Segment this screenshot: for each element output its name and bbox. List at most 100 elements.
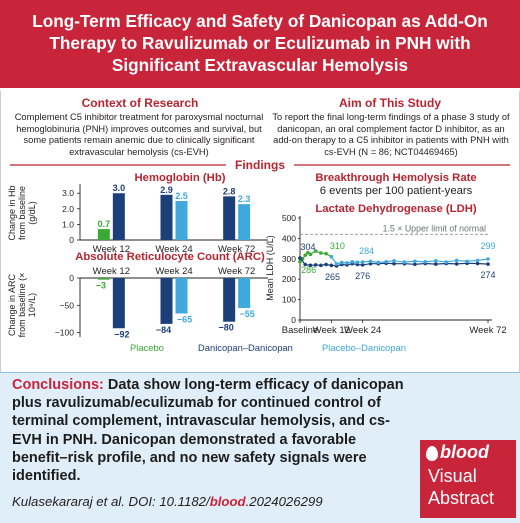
hb-ytick-label: 2.0 — [62, 204, 74, 214]
ldh-point — [324, 262, 328, 267]
ldh-point — [319, 251, 323, 255]
ldh-point-label: 284 — [359, 246, 374, 256]
ldh-point — [368, 259, 373, 264]
conclusions-lead: Conclusions: — [12, 377, 104, 393]
ldh-point-label: 274 — [480, 270, 495, 280]
hb-bar — [223, 196, 236, 240]
ldh-point — [329, 263, 334, 268]
context-text: Complement C5 inhibitor treatment for pa… — [14, 112, 264, 157]
header-banner: Long-Term Efficacy and Safety of Danicop… — [0, 0, 520, 91]
ldh-point-label: 286 — [301, 265, 316, 275]
arc-ytick-label: −100 — [55, 328, 74, 338]
ldh-point-label: 276 — [355, 271, 370, 281]
hb-ytick-label: 3.0 — [62, 188, 74, 198]
aim-title: Aim of This Study — [339, 96, 441, 110]
ldh-xtick-label: Week 12 — [313, 325, 350, 336]
ldh-point — [298, 256, 302, 260]
ldh-point — [306, 250, 310, 255]
arc-chart-title: Absolute Reticulocyte Count (ARC) — [75, 251, 265, 263]
badge-line1: Visual — [428, 466, 477, 486]
conclusions-body: Data show long-term efficacy of danicopa… — [12, 377, 404, 485]
arc-bar — [160, 278, 173, 324]
ldh-point — [392, 259, 396, 263]
badge-brand: blood — [440, 442, 489, 462]
ldh-point — [454, 258, 459, 263]
ldh-point — [360, 263, 365, 267]
hb-ylabel-line: (g/dL) — [27, 201, 37, 225]
ldh-point — [319, 263, 323, 268]
legend-placebo: Placebo — [130, 342, 164, 353]
ldh-point — [384, 259, 388, 264]
ldh-xtick-label: Week 72 — [469, 325, 506, 336]
ldh-point-label: 265 — [325, 272, 340, 282]
ldh-point — [339, 260, 344, 265]
hb-ytick-label: 1.0 — [62, 219, 74, 229]
citation: Kulasekararaj et al. DOI: 10.1182/blood.… — [12, 494, 412, 509]
visual-abstract-badge: blood Visual Abstract — [420, 440, 516, 518]
arc-ytick-label: 0 — [69, 273, 74, 283]
ldh-xtick-label: Baseline — [282, 325, 318, 336]
ldh-point — [313, 263, 318, 267]
arc-bar-value-label: −84 — [156, 325, 171, 335]
hb-ylabel-line: Change in Hb — [7, 185, 17, 240]
arc-bar-value-label: −80 — [219, 323, 234, 333]
hb-bar — [160, 194, 173, 240]
hb-bar — [112, 193, 125, 240]
hb-bar-value-label: 3.0 — [113, 183, 126, 193]
hb-category-label: Week 24 — [155, 244, 192, 255]
ldh-point — [423, 260, 428, 264]
breakthrough-rate: 6 events per 100 patient-years — [319, 185, 473, 197]
ldh-point — [303, 262, 308, 267]
ldh-point — [444, 260, 449, 264]
arc-category-label: Week 24 — [155, 266, 192, 277]
citation-prefix: Kulasekararaj et al. DOI: 10.1182/ — [12, 494, 210, 509]
ldh-series-line — [330, 256, 489, 265]
ldh-point — [475, 258, 480, 263]
ldh-point — [392, 261, 396, 266]
ldh-point — [324, 251, 328, 256]
hb-bar — [238, 204, 251, 240]
arc-category-label: Week 12 — [93, 266, 130, 277]
ldh-point — [454, 262, 459, 266]
ldh-ytick-label: 300 — [282, 254, 296, 264]
ldh-point — [313, 249, 318, 253]
ldh-point — [486, 262, 490, 266]
ldh-point — [413, 262, 417, 267]
hb-category-label: Week 72 — [218, 244, 255, 255]
arc-bar-value-label: −65 — [177, 315, 192, 325]
ldh-point — [360, 260, 365, 264]
hb-ytick-label: 0 — [69, 235, 74, 245]
ldh-point — [303, 253, 308, 257]
findings-label: Findings — [235, 158, 285, 172]
ldh-ytick-label: 400 — [282, 233, 296, 243]
page-title: Long-Term Efficacy and Safety of Danicop… — [32, 11, 488, 75]
ldh-reference-label: 1.5 × Upper limit of normal — [383, 223, 486, 233]
ldh-point — [465, 259, 469, 264]
hb-chart-title: Hemoglobin (Hb) — [134, 172, 226, 184]
legend-danicopan: Danicopan–Danicopan — [198, 342, 293, 353]
arc-bar — [112, 278, 125, 329]
arc-ylabel-line: 10⁹/L) — [27, 293, 37, 317]
hb-bar-value-label: 0.7 — [98, 219, 111, 229]
arc-ylabel-line: from baseline (× — [17, 273, 27, 338]
badge-line2: Abstract — [428, 488, 495, 508]
ldh-ytick-label: 500 — [282, 213, 296, 223]
breakthrough-title: Breakthrough Hemolysis Rate — [315, 172, 477, 184]
context-title: Context of Research — [81, 96, 199, 110]
ldh-point — [350, 260, 355, 264]
hb-category-label: Week 12 — [93, 244, 130, 255]
arc-bar — [97, 278, 110, 280]
citation-journal: blood — [209, 494, 246, 509]
ldh-ytick-label: 100 — [282, 295, 296, 305]
arc-category-label: Week 72 — [218, 266, 255, 277]
aim-text: To report the final long-term findings o… — [272, 112, 510, 157]
arc-bar-value-label: −92 — [114, 329, 129, 339]
legend-placebo-danicopan: Placebo–Danicopan — [322, 342, 406, 353]
hb-bar-value-label: 2.3 — [238, 194, 251, 204]
arc-bar — [223, 278, 236, 322]
arc-bar-value-label: −3 — [96, 281, 106, 291]
arc-ytick-label: −50 — [60, 300, 75, 310]
ldh-point-label: 310 — [330, 241, 345, 251]
